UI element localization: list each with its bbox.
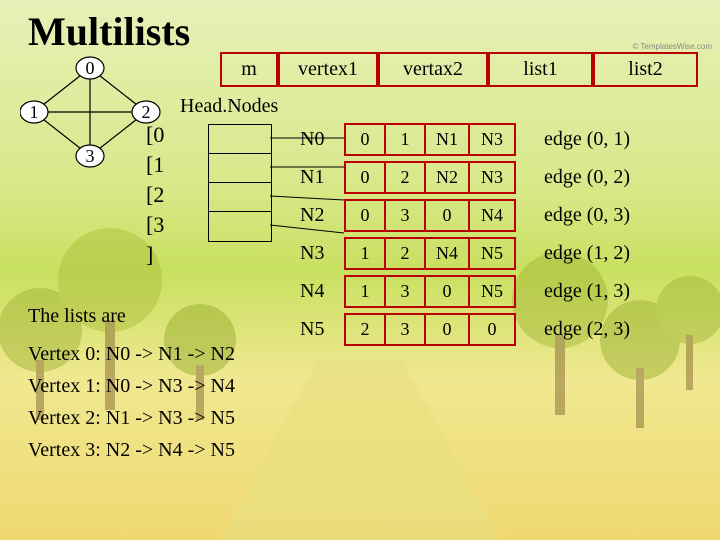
edge-cell: 0: [426, 201, 470, 230]
edge-row-label: N4: [300, 280, 344, 303]
header-list1: list1: [488, 52, 593, 87]
list-item: Vertex 1: N0 -> N3 -> N4: [28, 370, 235, 402]
svg-text:0: 0: [86, 58, 95, 78]
list-item: Vertex 3: N2 -> N4 -> N5: [28, 434, 235, 466]
headnodes-indices: [0 [1 [2 [3 ]: [146, 120, 164, 270]
edge-row-label: N3: [300, 242, 344, 265]
edge-cell: N3: [470, 163, 514, 192]
edge-row-cells: 2300: [344, 313, 516, 346]
edge-annotation: edge (1, 2): [544, 242, 630, 265]
edge-row: N2030N4edge (0, 3): [300, 198, 630, 232]
headnode-index: [2: [146, 180, 164, 210]
edge-cell: N2: [426, 163, 470, 192]
lists-section: The lists are Vertex 0: N0 -> N1 -> N2 V…: [28, 300, 235, 466]
header-vertex2: vertax2: [378, 52, 488, 87]
edge-cell: 1: [346, 277, 386, 306]
edge-row-cells: 02N2N3: [344, 161, 516, 194]
edge-cell: N5: [470, 239, 514, 268]
edge-cell: N4: [426, 239, 470, 268]
edge-row-cells: 12N4N5: [344, 237, 516, 270]
edge-row: N4130N5 edge (1, 3): [300, 274, 630, 308]
edge-table: N001N1N3edge (0, 1)N102N2N3edge (0, 2)N2…: [300, 122, 630, 350]
slide-title: Multilists: [0, 0, 720, 55]
edge-row-cells: 01N1N3: [344, 123, 516, 156]
edge-cell: 0: [426, 277, 470, 306]
edge-cell: N4: [470, 201, 514, 230]
header-m: m: [220, 52, 278, 87]
edge-annotation: edge (2, 3): [544, 318, 630, 341]
edge-cell: 1: [386, 125, 426, 154]
edge-cell: 2: [346, 315, 386, 344]
edge-cell: N5: [470, 277, 514, 306]
headnode-index: [0: [146, 120, 164, 150]
edge-row: N312N4N5 edge (1, 2): [300, 236, 630, 270]
edge-row-label: N5: [300, 318, 344, 341]
edge-cell: 0: [426, 315, 470, 344]
edge-row-label: N2: [300, 204, 344, 227]
edge-cell: 0: [346, 163, 386, 192]
edge-cell: 3: [386, 277, 426, 306]
edge-cell: 1: [346, 239, 386, 268]
headnode-index: ]: [146, 240, 164, 270]
list-item: Vertex 2: N1 -> N3 -> N5: [28, 402, 235, 434]
edge-row-label: N1: [300, 166, 344, 189]
edge-row-label: N0: [300, 128, 344, 151]
edge-cell: 3: [386, 201, 426, 230]
watermark: © TemplatesWise.com: [632, 42, 712, 51]
edge-cell: N1: [426, 125, 470, 154]
edge-row-cells: 130N5: [344, 275, 516, 308]
svg-text:1: 1: [30, 102, 39, 122]
edge-row: N52300edge (2, 3): [300, 312, 630, 346]
edge-cell: 3: [386, 315, 426, 344]
edge-cell: 0: [470, 315, 514, 344]
headnode-index: [1: [146, 150, 164, 180]
header-vertex1: vertex1: [278, 52, 378, 87]
headnodes-label: Head.Nodes: [180, 95, 278, 118]
headnodes-array: [208, 124, 272, 242]
edge-row: N001N1N3 edge (0, 1): [300, 122, 630, 156]
edge-cell: N3: [470, 125, 514, 154]
header-list2: list2: [593, 52, 698, 87]
lists-header: The lists are: [28, 300, 235, 332]
headnode-index: [3: [146, 210, 164, 240]
svg-text:2: 2: [142, 102, 151, 122]
edge-cell: 0: [346, 201, 386, 230]
svg-text:3: 3: [86, 146, 95, 166]
edge-row: N102N2N3 edge (0, 2): [300, 160, 630, 194]
edge-cell: 2: [386, 163, 426, 192]
edge-annotation: edge (0, 2): [544, 166, 630, 189]
edge-cell: 0: [346, 125, 386, 154]
list-item: Vertex 0: N0 -> N1 -> N2: [28, 338, 235, 370]
edge-annotation: edge (0, 3): [544, 204, 630, 227]
edge-annotation: edge (1, 3): [544, 280, 630, 303]
edge-cell: 2: [386, 239, 426, 268]
edge-header-row: m vertex1 vertax2 list1 list2: [220, 52, 698, 87]
edge-row-cells: 030N4: [344, 199, 516, 232]
edge-annotation: edge (0, 1): [544, 128, 630, 151]
